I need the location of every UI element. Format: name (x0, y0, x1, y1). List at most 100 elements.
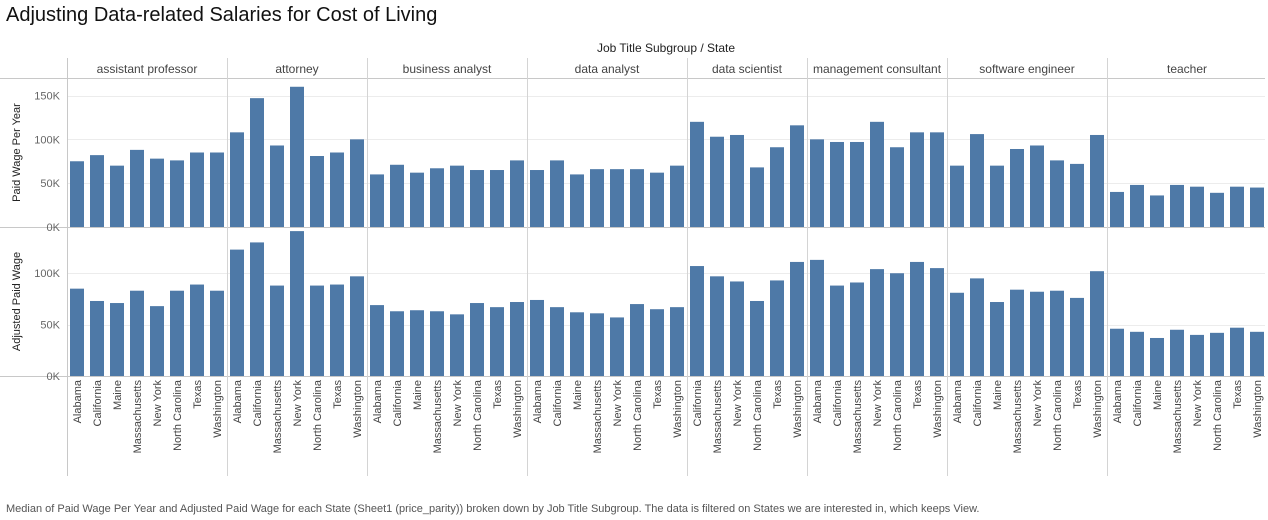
state-label-maine: Maine (112, 380, 124, 410)
bar-software-engineer-massachusetts (1010, 148, 1024, 227)
group-label-attorney: attorney (275, 62, 318, 76)
bar-teacher-washington (1250, 187, 1264, 227)
state-label-california: California (832, 379, 844, 426)
bar-data-analyst-washington (670, 307, 684, 376)
group-label-management-consultant: management consultant (813, 62, 942, 76)
bar-teacher-alabama (1110, 328, 1124, 376)
bar-software-engineer-maine (990, 165, 1004, 227)
bar-business-analyst-new-york (450, 314, 464, 376)
chart-title: Adjusting Data-related Salaries for Cost… (6, 4, 438, 26)
bar-attorney-california (250, 98, 264, 228)
y-tick-label: 0K (47, 222, 61, 234)
bar-business-analyst-massachusetts (430, 311, 444, 376)
bar-data-scientist-new-york (730, 281, 744, 376)
bar-attorney-washington (350, 139, 364, 227)
bar-data-analyst-new-york (610, 169, 624, 227)
bar-attorney-alabama (230, 132, 244, 227)
y-tick-label: 100K (34, 268, 60, 280)
bar-assistant-professor-massachusetts (130, 290, 144, 376)
bar-assistant-professor-north-carolina (170, 160, 184, 227)
state-label-washington: Washington (352, 380, 364, 438)
bar-data-analyst-texas (650, 172, 664, 227)
bar-management-consultant-california (830, 285, 844, 376)
bar-business-analyst-texas (490, 307, 504, 376)
y-tick-label: 100K (34, 134, 60, 146)
bar-attorney-north-carolina (310, 156, 324, 227)
bar-management-consultant-massachusetts (850, 141, 864, 227)
bar-data-analyst-north-carolina (630, 304, 644, 376)
bar-teacher-new-york (1190, 334, 1204, 376)
state-label-california: California (972, 379, 984, 426)
state-label-alabama: Alabama (532, 379, 544, 423)
state-label-california: California (692, 379, 704, 426)
bar-assistant-professor-california (90, 300, 104, 376)
bar-software-engineer-alabama (950, 292, 964, 376)
state-label-alabama: Alabama (1112, 379, 1124, 423)
state-label-california: California (92, 379, 104, 426)
bar-management-consultant-washington (930, 132, 944, 227)
bar-teacher-california (1130, 331, 1144, 376)
state-label-alabama: Alabama (232, 379, 244, 423)
bar-management-consultant-new-york (870, 269, 884, 376)
state-label-maine: Maine (1152, 380, 1164, 410)
chart-frame (0, 58, 1265, 476)
state-label-texas: Texas (1232, 380, 1244, 409)
state-label-texas: Texas (1072, 380, 1084, 409)
bar-attorney-california (250, 242, 264, 376)
state-label-new-york: New York (612, 380, 624, 427)
bar-business-analyst-north-carolina (470, 303, 484, 376)
bar-assistant-professor-alabama (70, 288, 84, 376)
state-label-texas: Texas (652, 380, 664, 409)
bar-assistant-professor-alabama (70, 161, 84, 227)
state-label-maine: Maine (992, 380, 1004, 410)
state-label-massachusetts: Massachusetts (592, 380, 604, 454)
group-label-teacher: teacher (1167, 62, 1207, 76)
bar-business-analyst-massachusetts (430, 168, 444, 227)
bar-software-engineer-california (970, 278, 984, 376)
bar-business-analyst-california (390, 311, 404, 376)
bar-data-scientist-massachusetts (710, 136, 724, 227)
bar-management-consultant-texas (910, 261, 924, 376)
state-label-washington: Washington (1092, 380, 1104, 438)
bar-attorney-new-york (290, 231, 304, 376)
bar-attorney-north-carolina (310, 285, 324, 376)
bar-data-scientist-new-york (730, 134, 744, 227)
bar-data-analyst-maine (570, 174, 584, 227)
state-label-north-carolina: North Carolina (752, 379, 764, 451)
bar-data-scientist-california (690, 266, 704, 376)
bar-teacher-alabama (1110, 191, 1124, 227)
group-label-data-scientist: data scientist (712, 62, 783, 76)
gridlines (67, 96, 1265, 326)
bar-software-engineer-north-carolina (1050, 160, 1064, 227)
bar-management-consultant-washington (930, 268, 944, 376)
state-label-massachusetts: Massachusetts (852, 380, 864, 454)
bar-software-engineer-new-york (1030, 291, 1044, 376)
bar-software-engineer-texas (1070, 163, 1084, 227)
state-label-north-carolina: North Carolina (1212, 379, 1224, 451)
bar-attorney-washington (350, 276, 364, 376)
bar-attorney-texas (330, 152, 344, 227)
state-label-new-york: New York (732, 380, 744, 427)
bar-assistant-professor-maine (110, 165, 124, 227)
bar-data-analyst-massachusetts (590, 169, 604, 227)
bar-assistant-professor-california (90, 155, 104, 227)
state-label-alabama: Alabama (372, 379, 384, 423)
bar-assistant-professor-washington (210, 152, 224, 227)
bar-software-engineer-north-carolina (1050, 290, 1064, 376)
chart-labels: Job Title Subgroup / State assistant prof… (11, 41, 1264, 453)
bar-attorney-alabama (230, 249, 244, 376)
bar-teacher-north-carolina (1210, 332, 1224, 376)
bar-business-analyst-texas (490, 170, 504, 227)
bar-software-engineer-maine (990, 302, 1004, 376)
state-label-california: California (392, 379, 404, 426)
state-label-texas: Texas (492, 380, 504, 409)
bar-data-analyst-massachusetts (590, 313, 604, 376)
bar-data-scientist-massachusetts (710, 276, 724, 376)
bar-teacher-maine (1150, 337, 1164, 376)
y-tick-label: 50K (40, 320, 60, 332)
state-label-north-carolina: North Carolina (472, 379, 484, 451)
chart-caption: Median of Paid Wage Per Year and Adjuste… (6, 503, 980, 515)
group-label-software-engineer: software engineer (979, 62, 1074, 76)
state-label-texas: Texas (192, 380, 204, 409)
